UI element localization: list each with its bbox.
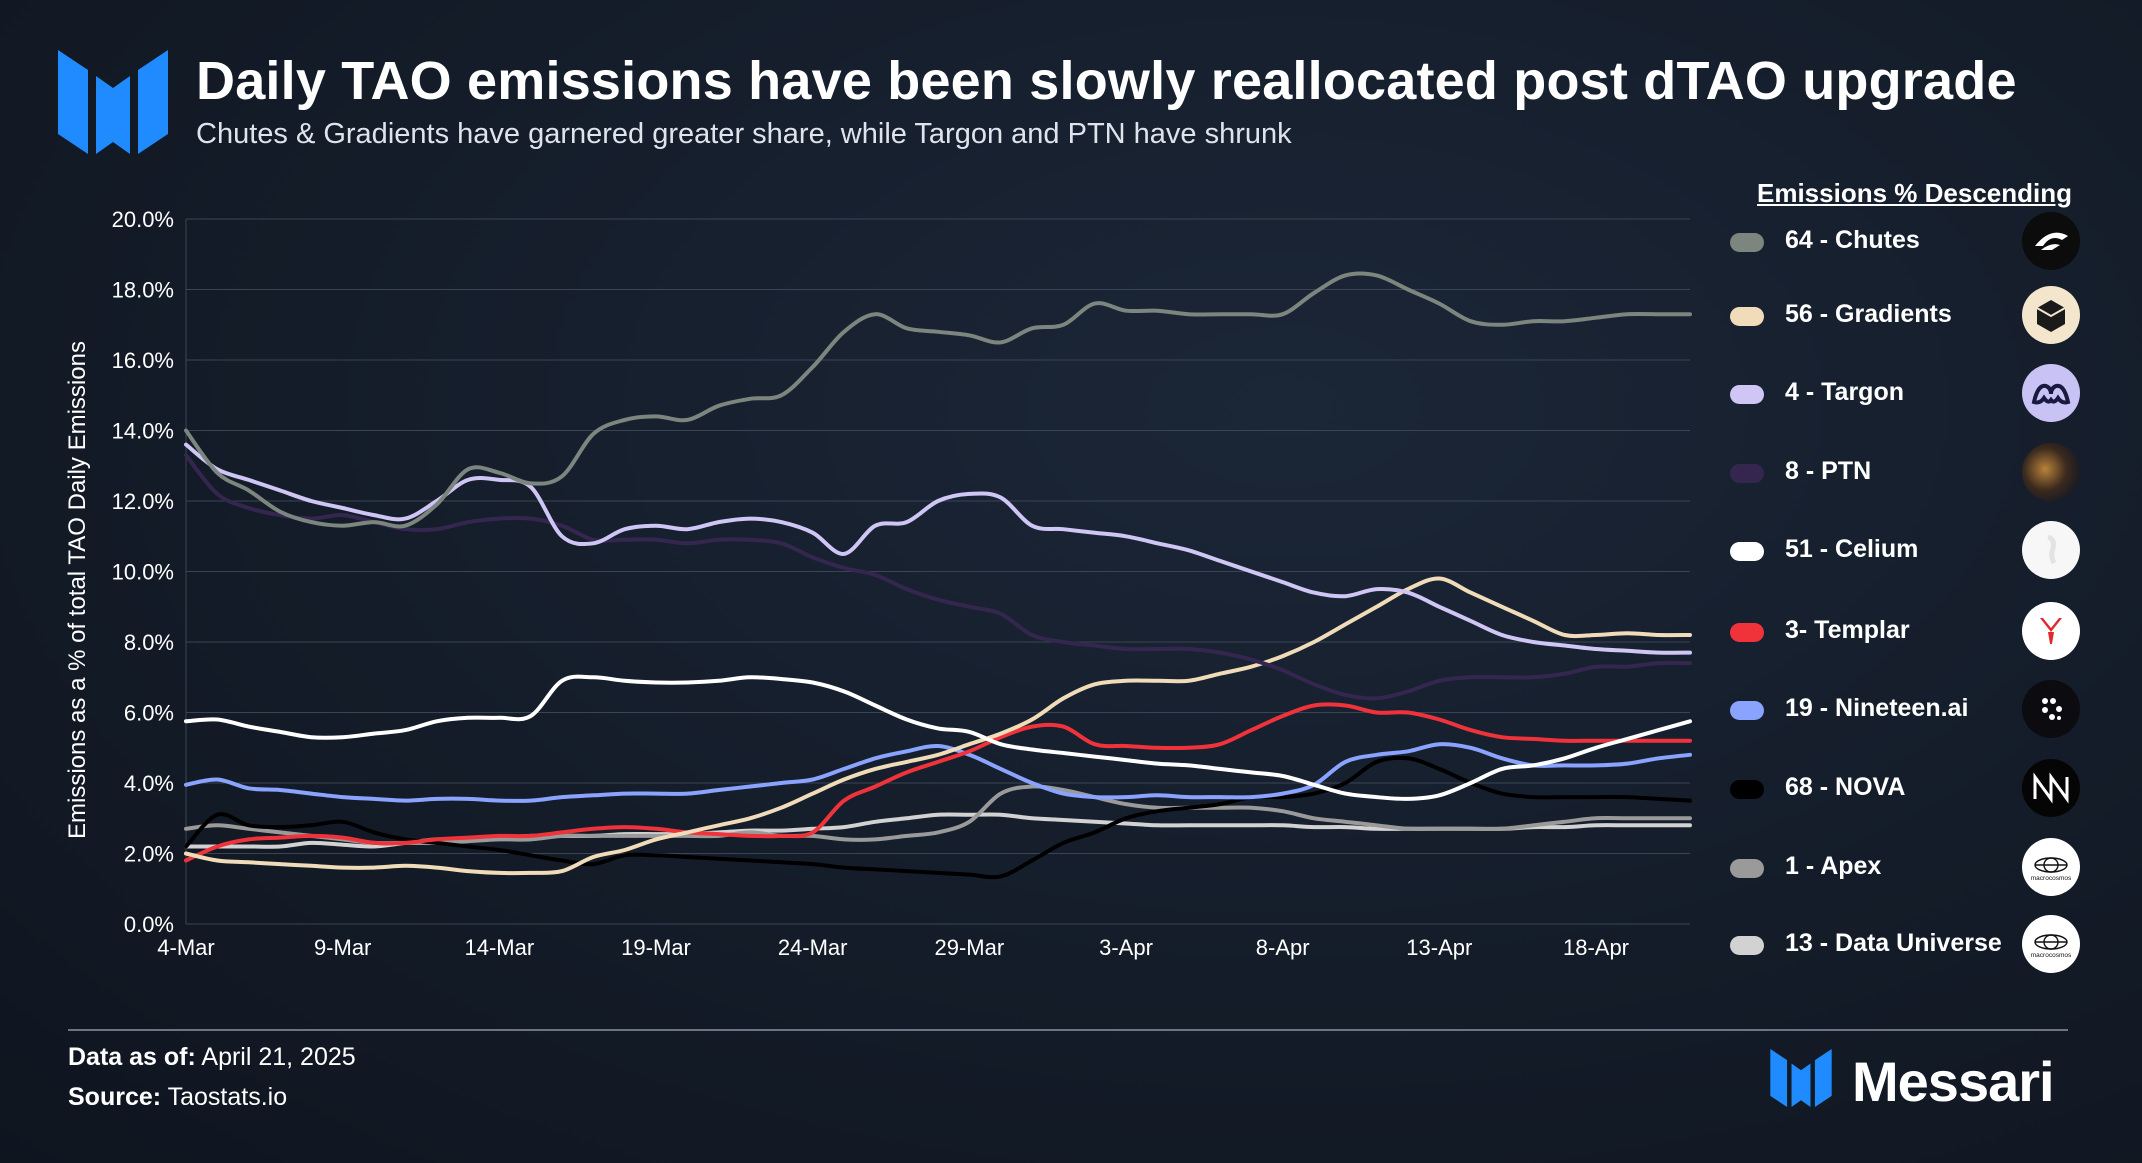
chutes-icon (2022, 212, 2080, 270)
x-tick-label: 29-Mar (934, 935, 1004, 960)
targon-icon (2022, 364, 2080, 422)
x-tick-label: 9-Mar (314, 935, 371, 960)
x-tick-label: 19-Mar (621, 935, 691, 960)
legend-label: 4 - Targon (1785, 378, 1904, 406)
legend-swatch (1730, 780, 1764, 799)
legend-swatch (1730, 385, 1764, 404)
x-tick-label: 18-Apr (1563, 935, 1629, 960)
x-tick-label: 3-Apr (1099, 935, 1153, 960)
series-line-51-celium (184, 674, 1692, 801)
legend-item-apex[interactable]: 1 - Apex macrocosmos (1730, 838, 2090, 898)
macrocosmos-icon: macrocosmos (2022, 915, 2080, 973)
legend-swatch (1730, 701, 1764, 720)
legend-item-data-universe[interactable]: 13 - Data Universe macrocosmos (1730, 915, 2090, 975)
legend-item-ptn[interactable]: 8 - PTN (1730, 443, 2090, 503)
brand-name: Messari (1852, 1050, 2055, 1113)
x-tick-label: 8-Apr (1256, 935, 1310, 960)
data-as-of-value: April 21, 2025 (201, 1043, 356, 1071)
data-as-of: Data as of: April 21, 2025 (68, 1043, 356, 1072)
series-line-3-templar (184, 702, 1692, 863)
x-axis-ticks: 4-Mar 9-Mar 14-Mar 19-Mar 24-Mar 29-Mar 3-Apr 8… (157, 935, 1629, 960)
legend-title: Emissions % Descending (1757, 178, 2072, 208)
chart-gridlines (185, 218, 1690, 925)
nova-icon (2022, 759, 2080, 817)
series-line-56-gradients (184, 576, 1692, 876)
y-tick-label: 2.0% (124, 842, 174, 867)
x-tick-label: 4-Mar (157, 935, 214, 960)
x-tick-label: 14-Mar (464, 935, 534, 960)
series-line-19-nineteen-ai (184, 742, 1692, 803)
legend-swatch (1730, 623, 1764, 642)
legend-item-nineteen[interactable]: 19 - Nineteen.ai (1730, 680, 2090, 740)
celium-icon (2022, 521, 2080, 579)
gradients-icon (2022, 286, 2080, 344)
y-axis-ticks: 0.0% 2.0% 4.0% 6.0% 8.0% 10.0% 12.0% 14.0% 16.0%… (112, 207, 174, 937)
y-tick-label: 6.0% (124, 701, 174, 726)
x-tick-label: 24-Mar (778, 935, 848, 960)
ptn-icon (2022, 443, 2080, 501)
data-as-of-label: Data as of: (68, 1043, 196, 1071)
y-tick-label: 20.0% (112, 207, 174, 232)
legend-swatch (1730, 936, 1764, 955)
y-tick-label: 16.0% (112, 348, 174, 373)
legend-label: 64 - Chutes (1785, 226, 1920, 254)
y-tick-label: 10.0% (112, 560, 174, 585)
source-value: Taostats.io (167, 1083, 288, 1111)
legend-item-templar[interactable]: 3- Templar (1730, 602, 2090, 662)
messari-brand: Messari (1770, 1045, 2070, 1115)
series-line-64-chutes (184, 271, 1692, 529)
legend-swatch (1730, 464, 1764, 483)
chart-series (184, 271, 1692, 880)
legend-item-nova[interactable]: 68 - NOVA (1730, 759, 2090, 819)
footer-divider (68, 1029, 2068, 1031)
nineteen-icon (2022, 680, 2080, 738)
source-label: Source: (68, 1083, 162, 1111)
legend-swatch (1730, 233, 1764, 252)
legend-item-gradients[interactable]: 56 - Gradients (1730, 286, 2090, 346)
page-subtitle: Chutes & Gradients have garnered greater… (196, 118, 1292, 150)
legend-swatch (1730, 307, 1764, 326)
legend-item-targon[interactable]: 4 - Targon (1730, 364, 2090, 424)
legend-label: 8 - PTN (1785, 457, 1872, 485)
y-tick-label: 0.0% (124, 912, 174, 937)
svg-text:macrocosmos: macrocosmos (2031, 875, 2072, 882)
y-tick-label: 18.0% (112, 278, 174, 303)
legend-label: 19 - Nineteen.ai (1785, 694, 1969, 722)
macrocosmos-icon: macrocosmos (2022, 838, 2080, 896)
y-tick-label: 4.0% (124, 771, 174, 796)
y-tick-label: 8.0% (124, 630, 174, 655)
x-tick-label: 13-Apr (1406, 935, 1472, 960)
y-tick-label: 14.0% (112, 419, 174, 444)
series-line-8-ptn (184, 453, 1692, 701)
series-line-4-targon (184, 442, 1692, 655)
svg-text:macrocosmos: macrocosmos (2031, 952, 2072, 959)
templar-icon (2022, 602, 2080, 660)
legend-item-chutes[interactable]: 64 - Chutes (1730, 212, 2090, 272)
legend-swatch (1730, 542, 1764, 561)
legend-item-celium[interactable]: 51 - Celium (1730, 521, 2090, 581)
y-tick-label: 12.0% (112, 489, 174, 514)
series-line-68-nova (184, 755, 1692, 880)
source: Source: Taostats.io (68, 1083, 287, 1112)
legend-label: 1 - Apex (1785, 852, 1882, 880)
legend-swatch (1730, 859, 1764, 878)
page-title: Daily TAO emissions have been slowly rea… (196, 51, 2017, 111)
legend-label: 3- Templar (1785, 616, 1910, 644)
legend-label: 56 - Gradients (1785, 300, 1952, 328)
messari-logo-icon (58, 50, 168, 154)
legend-label: 51 - Celium (1785, 535, 1919, 563)
legend-label: 68 - NOVA (1785, 773, 1906, 801)
messari-brand-icon (1770, 1049, 1832, 1107)
legend-label: 13 - Data Universe (1785, 929, 2002, 957)
